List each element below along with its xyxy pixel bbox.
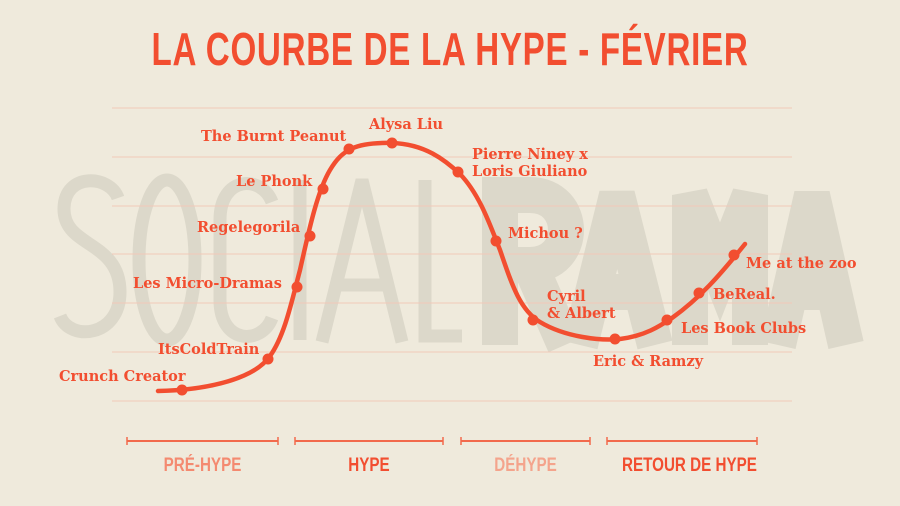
item-label: ItsColdTrain <box>158 341 260 358</box>
curve-point <box>343 143 355 155</box>
item-label: Eric & Ramzy <box>593 353 704 370</box>
curve-point <box>386 137 398 149</box>
curve-point <box>490 235 502 247</box>
curve-point <box>527 314 539 326</box>
curve-point <box>609 333 621 345</box>
item-label: Regelegorila <box>197 219 301 236</box>
phase-label: DÉHYPE <box>494 455 557 476</box>
curve-point <box>291 281 303 293</box>
item-label: Alysa Liu <box>368 116 443 133</box>
phase-label: HYPE <box>348 455 390 476</box>
curve-point <box>661 314 673 326</box>
item-label: Le Phonk <box>236 173 313 190</box>
item-label: Cyril & Albert <box>547 288 616 322</box>
item-label: Pierre Niney x Loris Giuliano <box>472 146 588 180</box>
page-title: LA COURBE DE LA HYPE - FÉVRIER <box>151 23 749 75</box>
item-label: Les Micro-Dramas <box>133 275 282 292</box>
item-labels: Crunch Creator ItsColdTrain Les Micro-Dram… <box>59 116 857 385</box>
item-label: The Burnt Peanut <box>201 128 347 145</box>
item-label: Crunch Creator <box>59 368 186 385</box>
curve-point <box>693 287 705 299</box>
phase-label: PRÉ-HYPE <box>163 455 242 476</box>
curve-point <box>452 166 464 178</box>
curve-point <box>262 353 274 365</box>
phase-label: RETOUR DE HYPE <box>622 455 757 476</box>
curve-point <box>176 384 188 396</box>
curve-point <box>728 249 740 261</box>
gridlines <box>112 107 792 402</box>
item-label: Michou ? <box>508 225 583 242</box>
item-label: Les Book Clubs <box>681 320 806 337</box>
item-label: Me at the zoo <box>746 255 857 272</box>
points <box>176 137 740 396</box>
curve-point <box>317 183 329 195</box>
curve-point <box>304 230 316 242</box>
item-label: BeReal. <box>713 286 776 303</box>
watermark-light <box>53 173 462 347</box>
phase-brackets <box>126 437 758 445</box>
